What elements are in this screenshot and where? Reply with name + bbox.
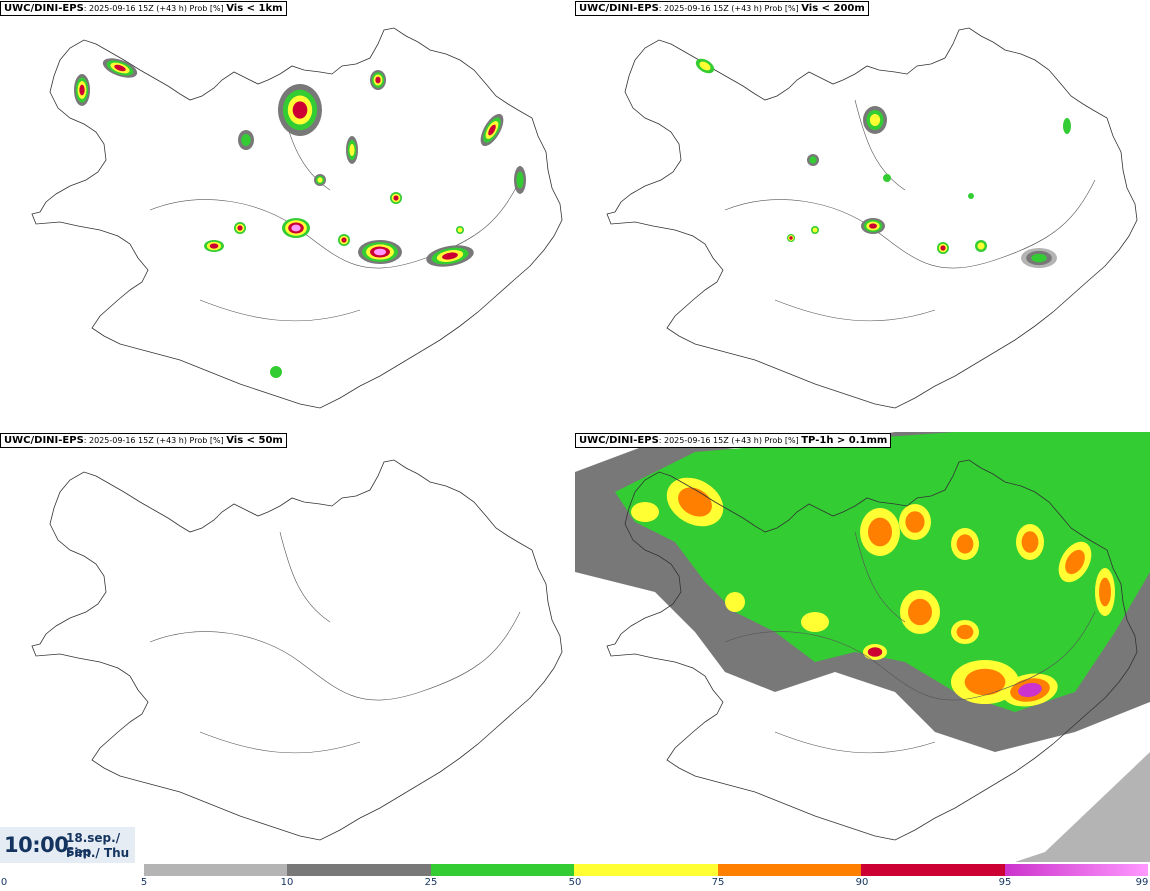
probability-blob	[860, 508, 900, 556]
probability-blob	[937, 242, 949, 254]
legend-segment	[717, 864, 862, 876]
probability-blob	[811, 226, 819, 234]
panel-title: UWC/DINI-EPS: 2025-09-16 15Z (+43 h) Pro…	[575, 1, 869, 16]
iceland-coastline	[31, 459, 563, 841]
coastline-path	[606, 459, 1138, 841]
legend-tick-label: 75	[711, 877, 725, 888]
legend-tick-label: 99	[1135, 877, 1149, 888]
legend-tick-label: 90	[855, 877, 869, 888]
probability-blob	[1002, 673, 1058, 707]
coastline-path	[606, 27, 1138, 409]
probability-blob	[1021, 248, 1057, 268]
probability-blob	[631, 502, 659, 522]
probability-blob	[951, 660, 1019, 704]
probability-blob	[1063, 118, 1071, 134]
probability-blob	[863, 644, 887, 660]
probability-blob	[1095, 568, 1115, 616]
coastline-path	[31, 27, 563, 409]
probability-blob	[238, 130, 254, 150]
legend-segment	[144, 864, 288, 876]
panel-title: UWC/DINI-EPS: 2025-09-16 15Z (+43 h) Pro…	[575, 433, 892, 448]
color-legend	[144, 864, 1148, 876]
probability-blob	[456, 226, 464, 234]
probability-blob	[204, 240, 224, 252]
legend-segment	[1004, 864, 1148, 876]
map-panel-vis-50m: UWC/DINI-EPS: 2025-09-16 15Z (+43 h) Pro…	[0, 432, 575, 862]
probability-blob	[968, 193, 974, 199]
map-panel-precip: UWC/DINI-EPS: 2025-09-16 15Z (+43 h) Pro…	[575, 432, 1150, 862]
probability-blob	[951, 528, 979, 560]
precip-green-field	[615, 432, 1150, 712]
probability-blob	[270, 366, 282, 378]
legend-tick-label: 25	[424, 877, 438, 888]
probability-blob	[346, 136, 358, 164]
map-canvas	[575, 432, 1150, 862]
legend-segment	[430, 864, 575, 876]
legend-tick-label: 10	[280, 877, 294, 888]
map-canvas	[31, 459, 563, 841]
probability-blob	[900, 590, 940, 634]
legend-segment	[861, 864, 1005, 876]
map-panel-vis-200m: UWC/DINI-EPS: 2025-09-16 15Z (+43 h) Pro…	[575, 0, 1150, 430]
valid-time-box: 10:00 18.sep./ Sep Fim./ Thu	[0, 827, 135, 863]
probability-blob	[807, 154, 819, 166]
precip-sw-field	[1015, 752, 1150, 862]
legend-tick-label: 50	[568, 877, 582, 888]
map-panel-vis-1km: UWC/DINI-EPS: 2025-09-16 15Z (+43 h) Pro…	[0, 0, 575, 430]
probability-blob	[314, 174, 326, 186]
map-canvas	[606, 27, 1138, 409]
probability-field	[74, 58, 526, 378]
probability-blob	[370, 70, 386, 90]
probability-blob	[282, 218, 310, 238]
probability-blob	[480, 113, 504, 147]
probability-blob	[514, 166, 526, 194]
valid-date-line2: Fim./ Thu	[66, 846, 130, 860]
boundary-lines	[724, 531, 1096, 754]
probability-blob	[863, 106, 887, 134]
probability-blob	[74, 74, 90, 106]
probability-blob	[390, 192, 402, 204]
probability-field	[575, 432, 1150, 862]
probability-blob	[426, 245, 474, 267]
legend-segment	[574, 864, 718, 876]
legend-tick-label: 0	[0, 877, 8, 888]
probability-blob	[278, 84, 322, 136]
legend-tick-label: 5	[140, 877, 148, 888]
panel-title: UWC/DINI-EPS: 2025-09-16 15Z (+43 h) Pro…	[0, 1, 287, 16]
probability-blob	[899, 504, 931, 540]
probability-blob	[234, 222, 246, 234]
iceland-coastline	[606, 459, 1138, 841]
probability-blob	[695, 58, 715, 74]
legend-tick-label: 95	[998, 877, 1012, 888]
map-canvas	[31, 27, 563, 409]
iceland-coastline	[606, 27, 1138, 409]
boundary-lines	[149, 99, 521, 322]
probability-blob	[725, 592, 745, 612]
probability-field	[695, 58, 1071, 268]
probability-blob	[787, 234, 795, 242]
probability-blob	[801, 612, 829, 632]
probability-blob	[951, 620, 979, 644]
coastline-path	[31, 459, 563, 841]
probability-blob	[861, 218, 885, 234]
probability-blob	[1058, 541, 1092, 583]
probability-blob	[883, 174, 891, 182]
probability-blob	[338, 234, 350, 246]
probability-blob	[358, 240, 402, 264]
legend-segment	[287, 864, 431, 876]
boundary-lines	[149, 531, 521, 754]
probability-blob	[975, 240, 987, 252]
probability-blob	[1016, 524, 1044, 560]
panel-title: UWC/DINI-EPS: 2025-09-16 15Z (+43 h) Pro…	[0, 433, 287, 448]
probability-blob	[102, 58, 138, 78]
boundary-lines	[724, 99, 1096, 322]
valid-date-line1: 18.sep./ Sep	[66, 831, 121, 859]
valid-time: 10:00	[4, 833, 69, 857]
